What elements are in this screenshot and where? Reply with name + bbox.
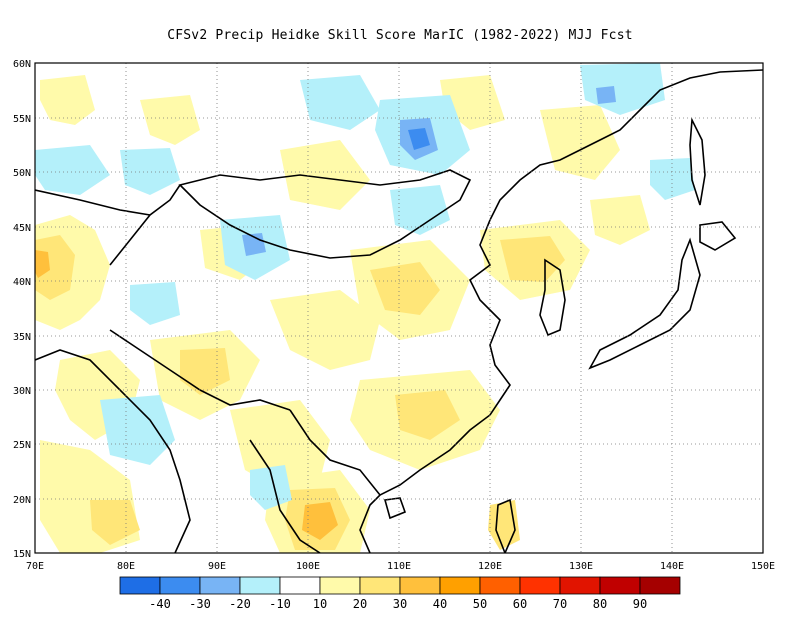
legend-swatch: [119, 576, 161, 595]
positive-skill-area: [302, 502, 338, 540]
positive-skill-area: [40, 75, 95, 125]
gridlines: [35, 63, 763, 553]
legend-label: 20: [353, 597, 367, 611]
legend-label: -30: [189, 597, 211, 611]
coastline-taiwan: [495, 498, 516, 553]
map-frame: [34, 62, 764, 554]
coastlines: [35, 69, 763, 553]
positive-skill-area: [270, 290, 380, 370]
legend-swatch: [559, 576, 601, 595]
coastline-sakhalin: [689, 117, 706, 206]
legend-label: 90: [633, 597, 647, 611]
legend-swatch: [239, 576, 281, 595]
legend-swatches: [119, 576, 681, 595]
legend-label: -40: [149, 597, 171, 611]
legend-label: -10: [269, 597, 291, 611]
coastline-india: [35, 349, 191, 553]
positive-skill-area: [395, 390, 460, 440]
legend-label: 30: [393, 597, 407, 611]
lat-axis: 15N 20N 25N 30N 35N 40N 45N 50N 55N 60N: [13, 59, 31, 560]
lon-tick-label: 100E: [296, 561, 320, 572]
legend-labels: -40 -30 -20 -10 10 20 30 40 50 60 70 80 90: [149, 597, 647, 611]
lon-tick-label: 120E: [478, 561, 502, 572]
chart-title: CFSv2 Precip Heidke Skill Score MarIC (1…: [167, 28, 633, 43]
negative-skill-area: [242, 233, 266, 256]
lon-tick-label: 130E: [569, 561, 593, 572]
negative-skill-area: [596, 86, 616, 104]
positive-skill-area: [500, 236, 565, 282]
lon-tick-label: 90E: [208, 561, 226, 572]
positive-skill-area: [180, 348, 230, 395]
legend-label: 60: [513, 597, 527, 611]
legend-label: 50: [473, 597, 487, 611]
lat-tick-label: 35N: [13, 332, 31, 343]
legend-swatch: [599, 576, 641, 595]
lat-tick-label: 15N: [13, 549, 31, 560]
legend-swatch: [439, 576, 481, 595]
positive-skill-area: [590, 195, 650, 245]
negative-skill-area: [408, 128, 430, 150]
lat-tick-label: 60N: [13, 59, 31, 70]
positive-skill-area: [35, 235, 75, 300]
lon-tick-label: 70E: [26, 561, 44, 572]
positive-skill-area: [90, 500, 140, 545]
color-legend: -40 -30 -20 -10 10 20 30 40 50 60 70 80 90: [119, 576, 681, 611]
negative-skill-area: [100, 395, 175, 465]
lat-tick-label: 40N: [13, 277, 31, 288]
border-kazakhstan: [35, 189, 151, 216]
legend-label: -20: [229, 597, 251, 611]
positive-skill-area: [230, 400, 330, 490]
legend-swatch: [199, 576, 241, 595]
negative-skill-area: [35, 145, 110, 195]
lon-tick-label: 150E: [751, 561, 775, 572]
legend-swatch: [399, 576, 441, 595]
legend-swatch: [279, 576, 321, 595]
legend-label: 80: [593, 597, 607, 611]
coastline-japan: [588, 237, 701, 370]
legend-swatch: [159, 576, 201, 595]
negative-skill-area: [300, 75, 380, 130]
positive-skill-area: [35, 250, 50, 278]
positive-skill-area: [540, 105, 620, 180]
positive-skill-area: [280, 140, 370, 210]
coastline-hokkaido: [699, 221, 737, 251]
lon-tick-label: 110E: [387, 561, 411, 572]
legend-swatch: [639, 576, 681, 595]
lat-tick-label: 25N: [13, 440, 31, 451]
negative-skill-area: [120, 148, 180, 195]
lat-tick-label: 55N: [13, 114, 31, 125]
skill-shading: [35, 63, 695, 553]
positive-skill-area: [140, 95, 200, 145]
negative-skill-area: [650, 158, 695, 200]
legend-swatch: [319, 576, 361, 595]
lat-tick-label: 50N: [13, 168, 31, 179]
lon-tick-label: 140E: [660, 561, 684, 572]
coastline-korea: [539, 258, 566, 337]
legend-label: 40: [433, 597, 447, 611]
positive-skill-area: [370, 262, 440, 315]
negative-skill-area: [130, 282, 180, 325]
legend-label: 70: [553, 597, 567, 611]
negative-skill-area: [250, 465, 292, 510]
lat-tick-label: 45N: [13, 223, 31, 234]
border-mongolia: [178, 169, 472, 259]
lon-tick-label: 80E: [117, 561, 135, 572]
lon-axis: 70E 80E 90E 100E 110E 120E 130E 140E 150…: [26, 561, 775, 572]
negative-skill-area: [390, 185, 450, 235]
lat-tick-label: 30N: [13, 386, 31, 397]
legend-swatch: [479, 576, 521, 595]
legend-swatch: [359, 576, 401, 595]
lat-tick-label: 20N: [13, 495, 31, 506]
legend-swatch: [519, 576, 561, 595]
coastline-east-asia: [359, 69, 763, 553]
legend-label: 10: [313, 597, 327, 611]
border-indochina: [289, 409, 381, 496]
border-southeast-asia: [249, 439, 321, 553]
